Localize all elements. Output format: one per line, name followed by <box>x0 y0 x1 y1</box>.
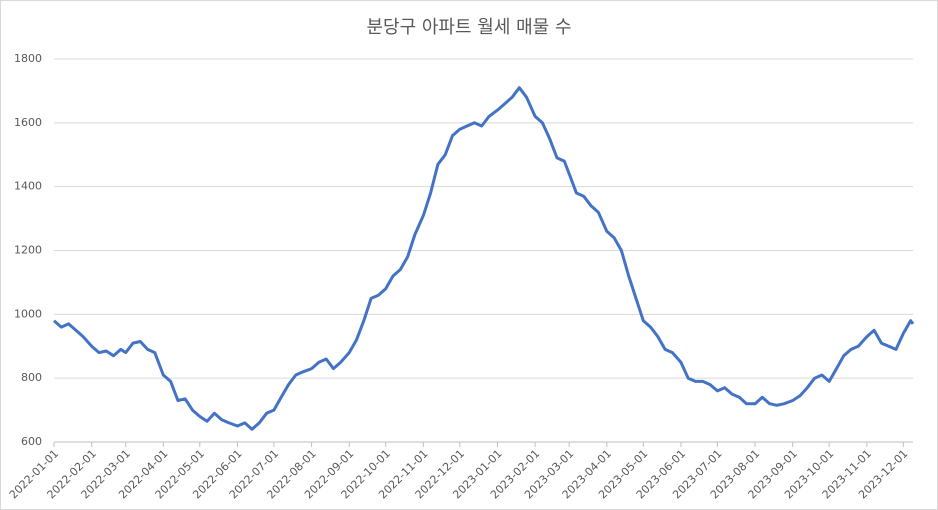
y-tick-label: 600 <box>21 435 42 448</box>
y-tick-label: 1000 <box>14 307 42 320</box>
y-tick-label: 800 <box>21 371 42 384</box>
y-tick-label: 1800 <box>14 52 42 65</box>
y-tick-label: 1600 <box>14 116 42 129</box>
chart-title: 분당구 아파트 월세 매물 수 <box>366 17 571 38</box>
y-tick-label: 1200 <box>14 244 42 257</box>
y-tick-label: 1400 <box>14 180 42 193</box>
data-line <box>53 86 915 431</box>
